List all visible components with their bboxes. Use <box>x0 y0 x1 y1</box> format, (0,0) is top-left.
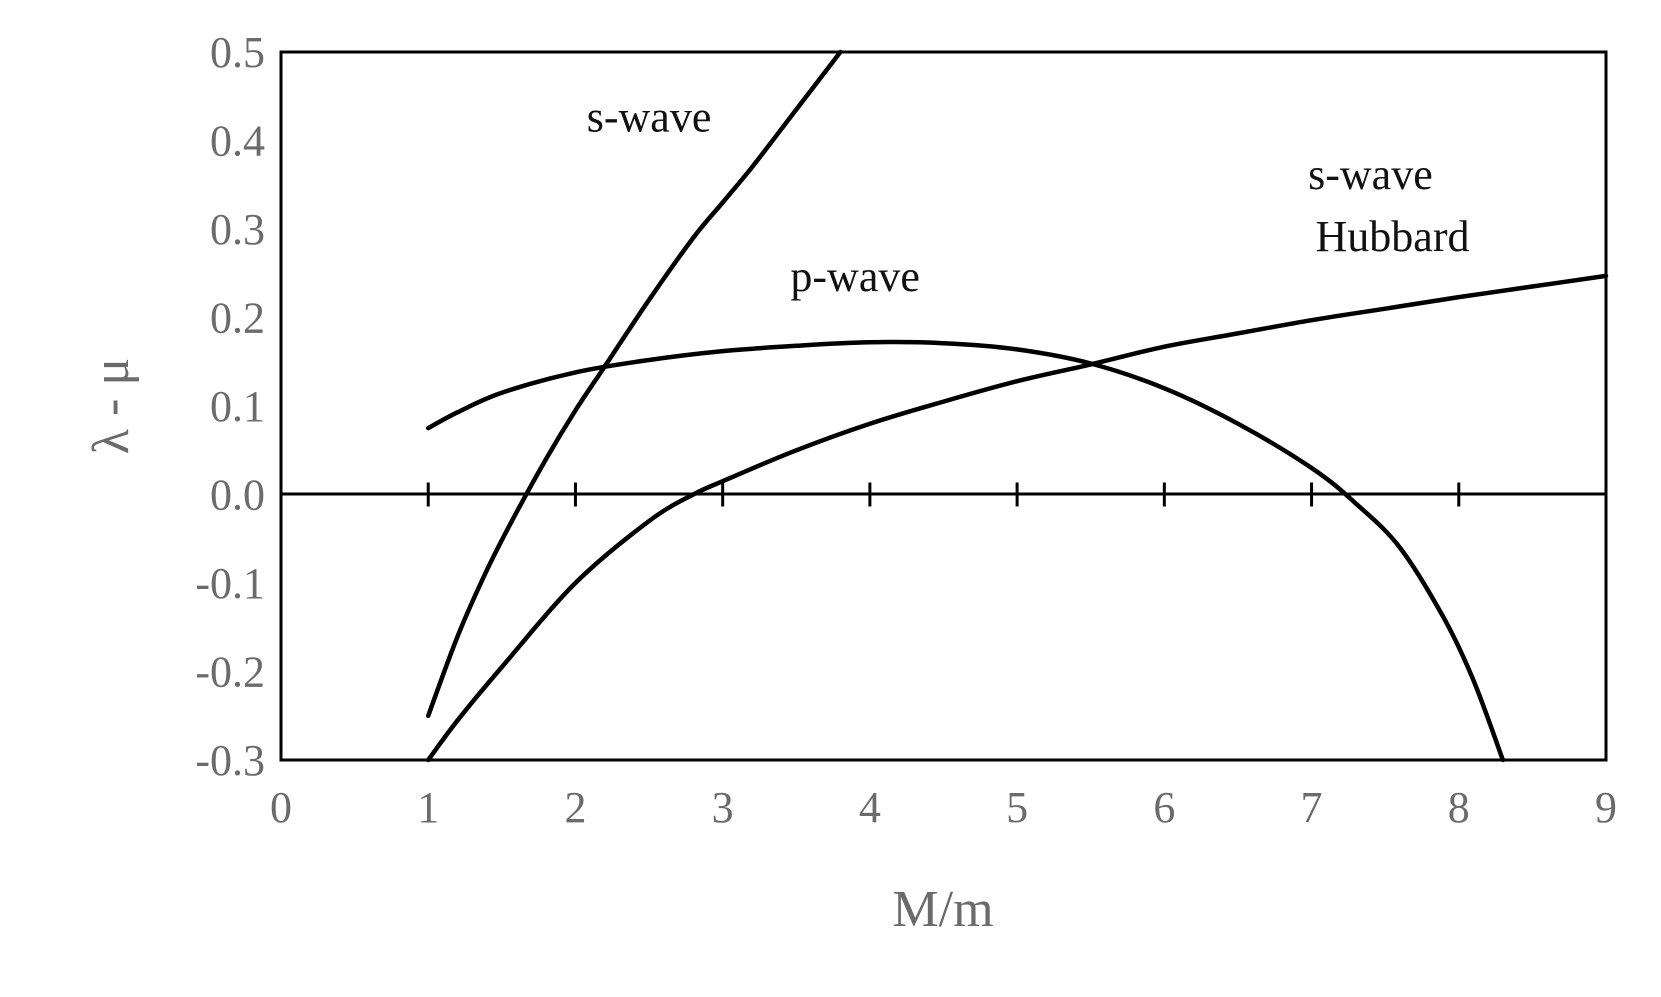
series-s-wave-hubbard-line <box>425 273 1609 763</box>
curve-annotations: s-wave p-wave s-wave Hubbard <box>587 93 1470 301</box>
annotation-label: s-wave <box>1308 150 1433 199</box>
x-tick-label: 1 <box>417 783 439 832</box>
y-axis-title: λ - μ <box>83 358 140 454</box>
y-tick-label: 0.1 <box>210 382 265 431</box>
series-lines <box>425 49 1609 763</box>
y-tick-label: 0.4 <box>210 117 265 166</box>
x-tick-label: 5 <box>1006 783 1028 832</box>
y-tick-label: 0.0 <box>210 471 265 520</box>
annotation-label: Hubbard <box>1316 212 1470 261</box>
x-axis-title: M/m <box>892 881 993 938</box>
annotation-label: p-wave <box>790 252 920 301</box>
series-p-wave-line <box>425 339 1506 763</box>
x-tick-label: 6 <box>1153 783 1175 832</box>
y-tick-label: 0.5 <box>210 28 265 77</box>
y-tick-label: -0.2 <box>195 648 265 697</box>
x-tick-label: 8 <box>1448 783 1470 832</box>
x-tick-label: 7 <box>1301 783 1323 832</box>
y-tick-label: 0.3 <box>210 205 265 254</box>
y-tick-label: -0.3 <box>195 736 265 785</box>
zero-ticks <box>426 482 1461 507</box>
x-tick-label: 3 <box>712 783 734 832</box>
x-tick-labels: 0 1 2 3 4 5 6 7 8 9 <box>270 783 1617 832</box>
annotation-label: s-wave <box>587 93 712 142</box>
x-tick-label: 9 <box>1595 783 1617 832</box>
plot-frame <box>279 50 1608 762</box>
y-tick-labels: 0.5 0.4 0.3 0.2 0.1 0.0 -0.1 -0.2 -0.3 <box>195 28 265 785</box>
series-s-wave-line <box>425 49 843 719</box>
x-tick-label: 4 <box>859 783 881 832</box>
y-tick-label: -0.1 <box>195 559 265 608</box>
x-tick-label: 2 <box>564 783 586 832</box>
x-tick-label: 0 <box>270 783 292 832</box>
y-tick-label: 0.2 <box>210 294 265 343</box>
